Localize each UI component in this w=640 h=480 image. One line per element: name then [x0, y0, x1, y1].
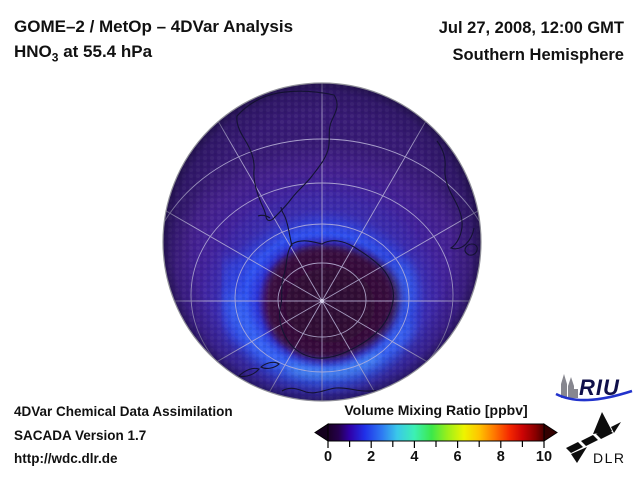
colorbar-right-arrow	[543, 423, 558, 442]
colorbar-gradient-bar	[327, 423, 545, 442]
credit-line-assimilation: 4DVar Chemical Data Assimilation	[14, 404, 233, 419]
riu-swoosh	[555, 389, 633, 402]
credit-line-url: http://wdc.dlr.de	[14, 451, 118, 466]
credit-line-version: SACADA Version 1.7	[14, 427, 147, 443]
colorbar-left-arrow	[314, 423, 329, 442]
colorbar-tick-label-6: 6	[453, 449, 462, 465]
colorbar-tick-label-8: 8	[496, 449, 505, 465]
colorbar	[314, 423, 558, 448]
colorbar-tick-label-2: 2	[367, 449, 376, 465]
colorbar-title: Volume Mixing Ratio [ppbv]	[344, 402, 528, 418]
timestamp: Jul 27, 2008, 12:00 GMT	[438, 19, 624, 37]
globe-limb	[162, 82, 482, 402]
dlr-logo: DLR	[566, 412, 626, 466]
page-title: GOME–2 / MetOp – 4DVar Analysis	[14, 17, 294, 36]
plot-subtitle: HNO3 at 55.4 hPa	[14, 42, 153, 65]
dlr-emblem-icon	[566, 412, 621, 463]
plot-title-block: GOME–2 / MetOp – 4DVar Analysis HNO3 at …	[14, 14, 293, 70]
plot-meta-block: Jul 27, 2008, 12:00 GMT Southern Hemisph…	[439, 15, 624, 69]
colorbar-ticks	[327, 441, 545, 448]
limb-shading	[163, 83, 481, 401]
cologne-cathedral-icon	[561, 374, 578, 398]
credits-block: 4DVar Chemical Data Assimilation SACADA …	[14, 400, 233, 471]
colorbar-tick-label-10: 10	[535, 449, 553, 465]
dlr-logo-text: DLR	[593, 450, 626, 466]
colorbar-tick-label-4: 4	[410, 449, 419, 465]
hemisphere-label: Southern Hemisphere	[452, 46, 624, 64]
colorbar-tick-label-0: 0	[323, 449, 333, 465]
riu-logo: RIU	[555, 374, 633, 402]
